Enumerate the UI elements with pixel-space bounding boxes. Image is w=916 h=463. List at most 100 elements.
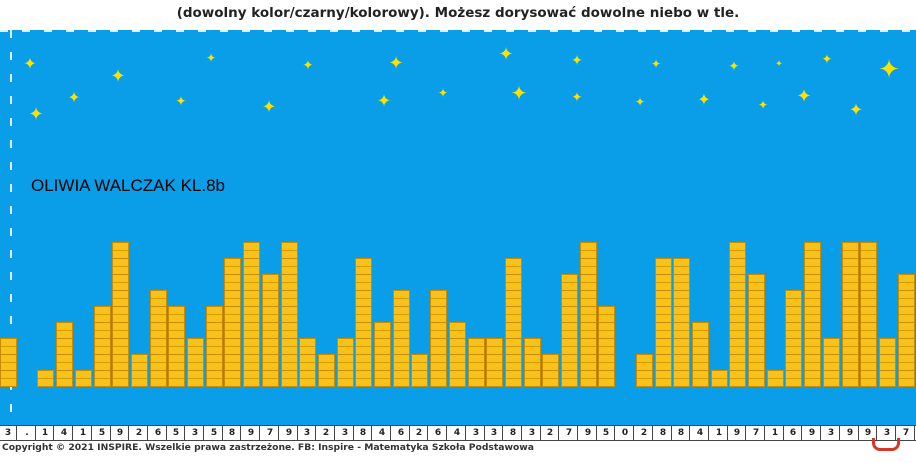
building-window (468, 338, 485, 355)
building-window (804, 322, 821, 339)
building-window (842, 274, 859, 291)
building-window (860, 322, 877, 339)
building-window (411, 370, 428, 387)
pi-digit-cell: 2 (318, 426, 335, 440)
building-window (337, 338, 354, 355)
building-window (374, 322, 391, 339)
digit-building (860, 242, 877, 387)
pi-digit-cell: 0 (617, 426, 634, 440)
pi-digit-cell: 3 (486, 426, 503, 440)
building-window (860, 354, 877, 371)
building-window (842, 322, 859, 339)
star-icon: ✦ (261, 97, 277, 118)
building-window (112, 322, 129, 339)
building-window (636, 370, 653, 387)
building-window (56, 322, 73, 339)
pi-digit-cell: 3 (823, 426, 840, 440)
building-window (56, 370, 73, 387)
building-window (561, 290, 578, 307)
building-window (842, 338, 859, 355)
building-window (580, 338, 597, 355)
building-window (486, 354, 503, 371)
building-window (898, 322, 915, 339)
building-window (505, 274, 522, 291)
pi-digit-cell: . (19, 426, 36, 440)
pi-digit-cell: 3 (299, 426, 316, 440)
building-window (281, 242, 298, 259)
building-window (860, 290, 877, 307)
building-window (655, 370, 672, 387)
pi-digit-cell: 2 (542, 426, 559, 440)
star-icon: ✦ (388, 53, 404, 74)
building-window (355, 290, 372, 307)
building-window (860, 306, 877, 323)
copyright-text: Copyright © 2021 INSPIRE. Wszelkie prawa… (2, 442, 534, 453)
building-window (94, 338, 111, 355)
building-window (580, 274, 597, 291)
pi-digit-cell: 2 (636, 426, 653, 440)
pi-digit-cell: 4 (56, 426, 73, 440)
pi-digit-cell: 8 (224, 426, 241, 440)
building-window (112, 242, 129, 259)
building-window (804, 242, 821, 259)
instruction-text: (dowolny kolor/czarny/kolorowy). Możesz … (176, 5, 740, 21)
star-icon: ✦ (571, 53, 583, 69)
building-window (804, 274, 821, 291)
building-window (262, 290, 279, 307)
building-window (224, 290, 241, 307)
building-window (729, 370, 746, 387)
building-window (262, 354, 279, 371)
building-window (785, 370, 802, 387)
building-window (898, 370, 915, 387)
building-window (655, 354, 672, 371)
building-window (94, 322, 111, 339)
building-window (729, 306, 746, 323)
building-window (112, 354, 129, 371)
building-window (281, 338, 298, 355)
digit-building (299, 338, 316, 387)
building-window (598, 306, 615, 323)
building-window (673, 306, 690, 323)
building-window (598, 370, 615, 387)
digit-building (711, 370, 728, 387)
red-bracket-mark (872, 438, 900, 451)
building-window (224, 258, 241, 275)
building-window (243, 370, 260, 387)
digit-building (75, 370, 92, 387)
digit-building (561, 274, 578, 387)
building-window (243, 322, 260, 339)
building-window (561, 322, 578, 339)
building-window (673, 322, 690, 339)
building-window (243, 258, 260, 275)
pi-digit-cell: 5 (598, 426, 615, 440)
dashed-border-top (0, 30, 916, 32)
building-window (729, 274, 746, 291)
building-window (318, 370, 335, 387)
building-window (748, 354, 765, 371)
building-window (860, 274, 877, 291)
building-window (785, 354, 802, 371)
building-window (168, 354, 185, 371)
building-window (748, 306, 765, 323)
building-window (430, 306, 447, 323)
building-window (692, 322, 709, 339)
pi-digit-cell: 1 (767, 426, 784, 440)
building-window (206, 322, 223, 339)
building-window (505, 354, 522, 371)
digit-building (823, 338, 840, 387)
building-window (673, 338, 690, 355)
building-window (842, 290, 859, 307)
digit-building (468, 338, 485, 387)
building-window (879, 370, 896, 387)
digit-building (748, 274, 765, 387)
building-window (281, 370, 298, 387)
building-window (150, 290, 167, 307)
building-window (355, 322, 372, 339)
building-window (748, 274, 765, 291)
building-window (561, 274, 578, 291)
pi-digit-cell: 9 (281, 426, 298, 440)
star-icon: ✦ (757, 98, 769, 112)
building-window (168, 306, 185, 323)
digit-building (842, 242, 859, 387)
building-window (0, 338, 17, 355)
